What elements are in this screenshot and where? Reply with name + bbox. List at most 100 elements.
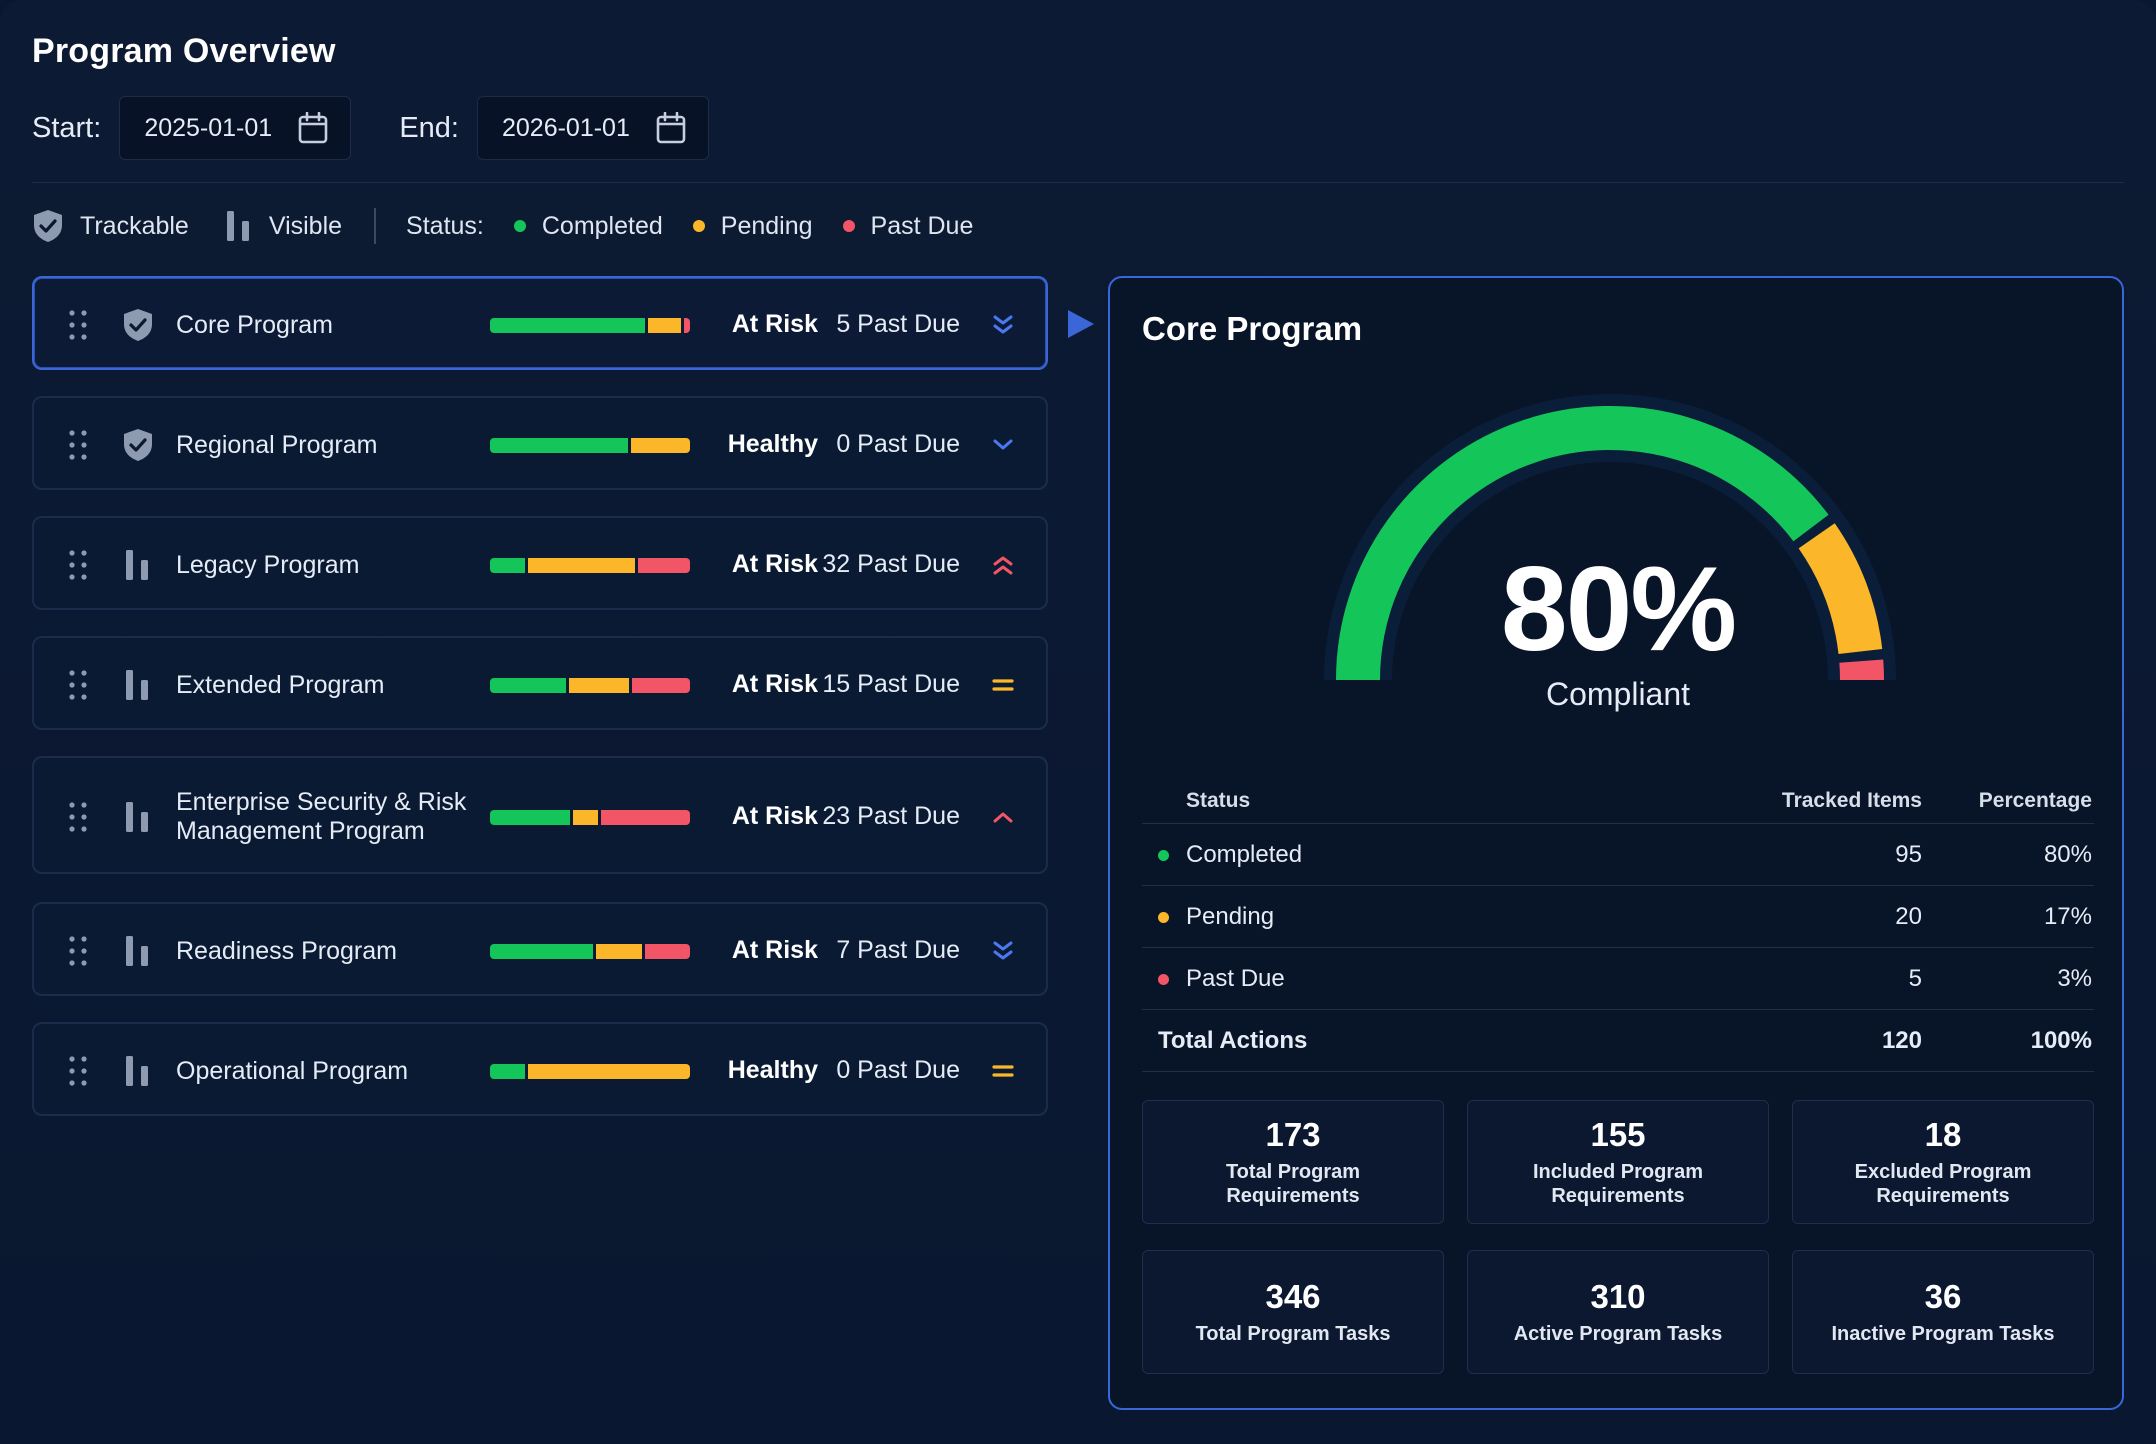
bars-icon bbox=[126, 670, 148, 700]
metric-label: Active Program Tasks bbox=[1513, 1323, 1723, 1345]
health-status: At Risk bbox=[731, 936, 818, 964]
completed-segment bbox=[490, 437, 628, 453]
row-items: 20 bbox=[1895, 902, 1922, 930]
row-pct: 3% bbox=[2057, 964, 2092, 992]
chevron-up-icon[interactable] bbox=[990, 804, 1016, 830]
drag-handle-icon[interactable] bbox=[68, 307, 88, 343]
legend-pending: Pending bbox=[692, 211, 813, 241]
metric-tile: 310 Active Program Tasks bbox=[1467, 1250, 1769, 1374]
pending-segment bbox=[648, 317, 682, 333]
past-due-count: 23 Past Due bbox=[822, 802, 960, 830]
drag-handle-icon[interactable] bbox=[68, 667, 88, 703]
completed-segment bbox=[490, 557, 525, 573]
metric-label: Included Program Requirements bbox=[1532, 1161, 1704, 1207]
status-progress-bar bbox=[490, 1063, 690, 1079]
row-status: Pending bbox=[1186, 902, 1275, 930]
program-row[interactable]: Regional Program Healthy 0 Past Due bbox=[32, 396, 1048, 490]
double-chevron-down-icon[interactable] bbox=[990, 938, 1016, 964]
metric-value: 36 bbox=[1924, 1278, 1962, 1315]
health-status: At Risk bbox=[731, 550, 818, 578]
end-date-value: 2026-01-01 bbox=[501, 113, 630, 142]
program-name: Readiness Program bbox=[176, 936, 397, 965]
program-row[interactable]: Extended Program At Risk 15 Past Due bbox=[32, 636, 1048, 730]
row-pct: 17% bbox=[2043, 902, 2092, 930]
metric-tile: 346 Total Program Tasks bbox=[1142, 1250, 1444, 1374]
completed-segment bbox=[490, 677, 566, 693]
status-progress-bar bbox=[490, 943, 690, 959]
table-row: Pending 20 17% bbox=[1142, 886, 2094, 948]
pending-segment bbox=[568, 677, 629, 693]
calendar-icon[interactable] bbox=[298, 112, 328, 144]
total-items: 120 bbox=[1881, 1026, 1922, 1054]
drag-handle-icon[interactable] bbox=[68, 1053, 88, 1089]
program-name: Extended Program bbox=[176, 670, 385, 699]
legend-separator bbox=[374, 208, 377, 244]
legend-past-due-label: Past Due bbox=[870, 211, 974, 240]
header-status: Status bbox=[1186, 788, 1251, 812]
past-due-count: 0 Past Due bbox=[836, 1056, 960, 1084]
chevron-down-icon[interactable] bbox=[990, 432, 1016, 458]
program-name: Operational Program bbox=[176, 1056, 409, 1085]
shield-icon bbox=[124, 429, 152, 461]
double-chevron-up-icon[interactable] bbox=[990, 552, 1016, 578]
completed-dot bbox=[1158, 849, 1169, 861]
date-range: Start: 2025-01-01 End: 2026-01-01 bbox=[32, 96, 757, 160]
gauge-percent: 80% bbox=[1500, 542, 1737, 676]
pending-segment bbox=[630, 437, 690, 453]
program-row[interactable]: Core Program At Risk 5 Past Due bbox=[32, 276, 1048, 370]
row-items: 95 bbox=[1895, 840, 1922, 868]
health-status: Healthy bbox=[727, 1056, 818, 1084]
health-status: At Risk bbox=[731, 670, 818, 698]
legend-status-label: Status: bbox=[406, 211, 484, 240]
drag-handle-icon[interactable] bbox=[68, 799, 88, 835]
equals-icon[interactable] bbox=[990, 672, 1016, 698]
total-pct: 100% bbox=[2030, 1026, 2092, 1054]
legend-trackable-label: Trackable bbox=[80, 211, 189, 240]
past-due-dot bbox=[1158, 973, 1169, 985]
completed-dot bbox=[513, 220, 526, 232]
legend-pending-label: Pending bbox=[720, 211, 813, 240]
pending-dot bbox=[692, 220, 705, 232]
legend-past-due: Past Due bbox=[842, 211, 974, 241]
drag-handle-icon[interactable] bbox=[68, 933, 88, 969]
drag-handle-icon[interactable] bbox=[68, 427, 88, 463]
double-chevron-down-icon[interactable] bbox=[990, 312, 1016, 338]
health-status: At Risk bbox=[731, 310, 818, 338]
past-due-count: 32 Past Due bbox=[822, 550, 960, 578]
header-pct: Percentage bbox=[1978, 788, 2092, 812]
status-progress-bar bbox=[490, 809, 690, 825]
past-due-segment bbox=[600, 809, 690, 825]
start-date-field[interactable]: 2025-01-01 bbox=[119, 96, 352, 160]
pending-dot bbox=[1158, 911, 1169, 923]
bars-icon bbox=[126, 936, 148, 966]
page-title: Program Overview bbox=[32, 32, 336, 70]
drag-handle-icon[interactable] bbox=[68, 547, 88, 583]
program-row[interactable]: Enterprise Security & Risk Management Pr… bbox=[32, 756, 1048, 874]
past-due-segment bbox=[631, 677, 690, 693]
legend-visible-label: Visible bbox=[268, 211, 343, 240]
metric-tile: 173 Total Program Requirements bbox=[1142, 1100, 1444, 1224]
program-row[interactable]: Legacy Program At Risk 32 Past Due bbox=[32, 516, 1048, 610]
legend-completed: Completed bbox=[513, 211, 663, 241]
past-due-count: 0 Past Due bbox=[836, 430, 960, 458]
calendar-icon[interactable] bbox=[656, 112, 686, 144]
row-pct: 80% bbox=[2043, 840, 2092, 868]
status-progress-bar bbox=[490, 677, 690, 693]
legend: Trackable Visible Status: Completed Pend… bbox=[32, 204, 973, 248]
header-divider bbox=[32, 182, 2124, 183]
health-status: At Risk bbox=[731, 802, 818, 830]
selection-pointer-icon bbox=[1068, 310, 1094, 338]
metric-value: 155 bbox=[1590, 1116, 1646, 1153]
shield-icon bbox=[124, 309, 152, 341]
metric-value: 18 bbox=[1924, 1116, 1962, 1153]
table-header: Status Tracked Items Percentage bbox=[1142, 778, 2094, 824]
status-progress-bar bbox=[490, 437, 690, 453]
program-row[interactable]: Readiness Program At Risk 7 Past Due bbox=[32, 902, 1048, 996]
gauge-completed-arc bbox=[1336, 406, 1829, 681]
equals-icon[interactable] bbox=[990, 1058, 1016, 1084]
bars-icon bbox=[226, 211, 249, 241]
detail-title: Core Program bbox=[1142, 310, 1363, 347]
end-date-field[interactable]: 2026-01-01 bbox=[476, 96, 709, 160]
program-row[interactable]: Operational Program Healthy 0 Past Due bbox=[32, 1022, 1048, 1116]
legend-completed-label: Completed bbox=[541, 211, 663, 240]
